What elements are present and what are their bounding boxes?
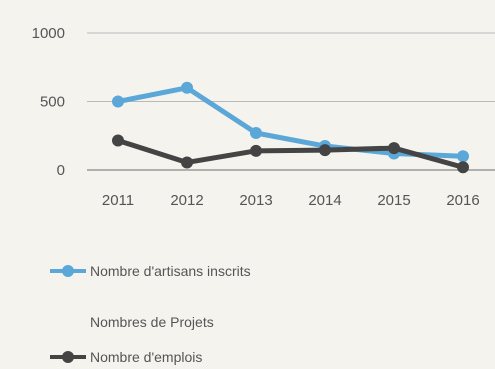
legend-label: Nombre d'artisans inscrits xyxy=(90,263,251,279)
x-axis: 2011 2012 2013 2014 2015 2016 xyxy=(102,192,480,209)
data-point xyxy=(319,144,331,157)
series-lines xyxy=(112,81,469,174)
legend-item: Nombre d'emplois xyxy=(50,349,202,365)
legend-item: Nombres de Projets xyxy=(90,314,214,330)
data-point xyxy=(181,156,193,169)
legend-label: Nombres de Projets xyxy=(90,314,214,330)
y-axis: 0 500 1000 xyxy=(32,25,65,179)
data-point xyxy=(181,81,193,94)
legend-label: Nombre d'emplois xyxy=(90,349,202,365)
data-point xyxy=(388,142,400,155)
x-tick-label: 2011 xyxy=(102,192,134,209)
grid-lines xyxy=(87,32,495,171)
y-tick-label: 1000 xyxy=(32,25,65,42)
x-tick-label: 2013 xyxy=(239,192,272,209)
legend-marker xyxy=(62,265,74,277)
y-tick-label: 500 xyxy=(40,94,65,111)
legend-item: Nombre d'artisans inscrits xyxy=(50,263,251,279)
series-line xyxy=(115,85,466,159)
legend-marker xyxy=(62,351,74,363)
legend: Nombre d'artisans inscrits Nombres de Pro… xyxy=(50,263,251,365)
x-tick-label: 2015 xyxy=(377,192,410,209)
y-tick-label: 0 xyxy=(57,162,65,179)
data-point xyxy=(250,144,262,157)
data-point xyxy=(457,161,469,174)
data-point xyxy=(112,95,124,108)
x-tick-label: 2012 xyxy=(170,192,203,209)
data-point xyxy=(250,127,262,140)
series-line xyxy=(115,138,466,170)
x-tick-label: 2016 xyxy=(446,192,479,209)
data-point xyxy=(457,150,469,163)
x-tick-label: 2014 xyxy=(308,192,341,209)
data-point xyxy=(112,134,124,147)
series-2 xyxy=(112,134,469,174)
